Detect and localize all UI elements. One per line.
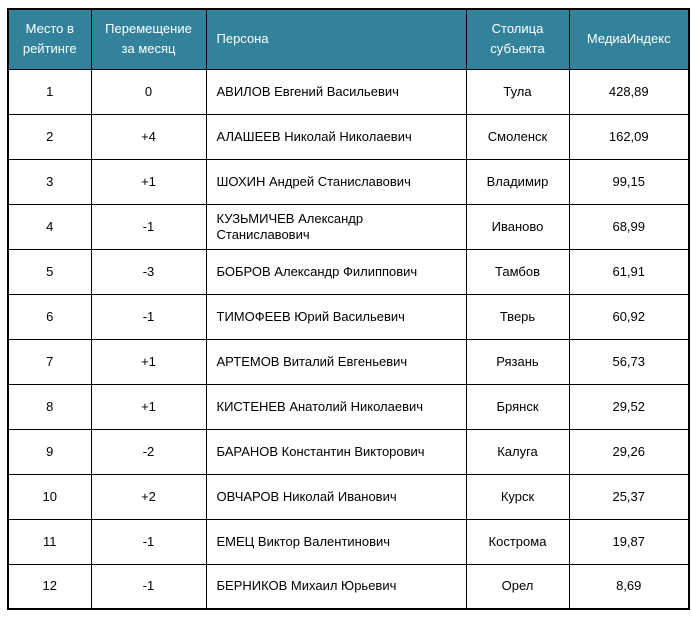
capital-cell: Смоленск: [465, 113, 570, 160]
person-cell: КИСТЕНЕВ Анатолий Николаевич: [205, 383, 467, 430]
media-index-cell: 8,69: [568, 563, 690, 610]
media-index-cell: 25,37: [568, 473, 690, 520]
rank-cell: 1: [7, 68, 92, 115]
capital-cell: Брянск: [465, 383, 570, 430]
table-body: 1 0 АВИЛОВ Евгений Васильевич Тула 428,89 2 +4…: [7, 68, 690, 610]
table-row: 12 -1 БЕРНИКОВ Михаил Юрьевич Орел 8,69: [7, 563, 690, 610]
table-row: 3 +1 ШОХИН Андрей Станиславович Владимир 99,…: [7, 158, 690, 205]
rank-cell: 6: [7, 293, 92, 340]
change-cell: +2: [90, 473, 207, 520]
change-cell: +1: [90, 158, 207, 205]
capital-cell: Тула: [465, 68, 570, 115]
change-cell: 0: [90, 68, 207, 115]
change-cell: +1: [90, 338, 207, 385]
change-cell: -1: [90, 518, 207, 565]
header-row: Место в рейтинге Перемещение за месяц Пе…: [7, 8, 690, 70]
header-capital: Столица субъекта: [465, 8, 570, 70]
header-change: Перемещение за месяц: [90, 8, 207, 70]
capital-cell: Иваново: [465, 203, 570, 250]
rank-cell: 2: [7, 113, 92, 160]
capital-cell: Тверь: [465, 293, 570, 340]
person-cell: ОВЧАРОВ Николай Иванович: [205, 473, 467, 520]
rank-cell: 12: [7, 563, 92, 610]
media-index-cell: 60,92: [568, 293, 690, 340]
person-cell: КУЗЬМИЧЕВ Александр Станиславович: [205, 203, 467, 250]
rank-cell: 4: [7, 203, 92, 250]
header-rank: Место в рейтинге: [7, 8, 92, 70]
change-cell: -1: [90, 203, 207, 250]
rank-cell: 11: [7, 518, 92, 565]
person-cell: АЛАШЕЕВ Николай Николаевич: [205, 113, 467, 160]
capital-cell: Орел: [465, 563, 570, 610]
media-index-cell: 61,91: [568, 248, 690, 295]
media-index-cell: 29,52: [568, 383, 690, 430]
table-row: 11 -1 ЕМЕЦ Виктор Валентинович Кострома 19,8…: [7, 518, 690, 565]
capital-cell: Кострома: [465, 518, 570, 565]
change-cell: -3: [90, 248, 207, 295]
person-cell: БАРАНОВ Константин Викторович: [205, 428, 467, 475]
change-cell: -1: [90, 563, 207, 610]
rank-cell: 3: [7, 158, 92, 205]
table-header: Место в рейтинге Перемещение за месяц Пе…: [7, 8, 690, 70]
person-cell: ЕМЕЦ Виктор Валентинович: [205, 518, 467, 565]
media-index-cell: 162,09: [568, 113, 690, 160]
person-cell: АРТЕМОВ Виталий Евгеньевич: [205, 338, 467, 385]
rank-cell: 7: [7, 338, 92, 385]
capital-cell: Рязань: [465, 338, 570, 385]
media-index-cell: 19,87: [568, 518, 690, 565]
person-cell: ШОХИН Андрей Станиславович: [205, 158, 467, 205]
header-media-index: МедиаИндекс: [568, 8, 690, 70]
person-cell: АВИЛОВ Евгений Васильевич: [205, 68, 467, 115]
media-index-cell: 56,73: [568, 338, 690, 385]
capital-cell: Калуга: [465, 428, 570, 475]
person-cell: ТИМОФЕЕВ Юрий Васильевич: [205, 293, 467, 340]
media-index-cell: 29,26: [568, 428, 690, 475]
change-cell: +1: [90, 383, 207, 430]
media-index-cell: 68,99: [568, 203, 690, 250]
table-row: 8 +1 КИСТЕНЕВ Анатолий Николаевич Брянск 29,…: [7, 383, 690, 430]
table-row: 5 -3 БОБРОВ Александр Филиппович Тамбов 61,9…: [7, 248, 690, 295]
rank-cell: 8: [7, 383, 92, 430]
table-row: 4 -1 КУЗЬМИЧЕВ Александр Станиславович Иван…: [7, 203, 690, 250]
capital-cell: Тамбов: [465, 248, 570, 295]
person-cell: БОБРОВ Александр Филиппович: [205, 248, 467, 295]
table-row: 6 -1 ТИМОФЕЕВ Юрий Васильевич Тверь 60,92: [7, 293, 690, 340]
rank-cell: 9: [7, 428, 92, 475]
table-row: 1 0 АВИЛОВ Евгений Васильевич Тула 428,89: [7, 68, 690, 115]
rank-cell: 10: [7, 473, 92, 520]
table-row: 10 +2 ОВЧАРОВ Николай Иванович Курск 25,37: [7, 473, 690, 520]
change-cell: +4: [90, 113, 207, 160]
header-person: Персона: [205, 8, 467, 70]
change-cell: -2: [90, 428, 207, 475]
rank-cell: 5: [7, 248, 92, 295]
media-index-cell: 99,15: [568, 158, 690, 205]
change-cell: -1: [90, 293, 207, 340]
table-row: 2 +4 АЛАШЕЕВ Николай Николаевич Смоленск 162…: [7, 113, 690, 160]
media-index-cell: 428,89: [568, 68, 690, 115]
capital-cell: Курск: [465, 473, 570, 520]
table-row: 7 +1 АРТЕМОВ Виталий Евгеньевич Рязань 56,73: [7, 338, 690, 385]
person-cell: БЕРНИКОВ Михаил Юрьевич: [205, 563, 467, 610]
media-index-rating-table: Место в рейтинге Перемещение за месяц Пе…: [7, 8, 690, 610]
table-row: 9 -2 БАРАНОВ Константин Викторович Калуга 29…: [7, 428, 690, 475]
capital-cell: Владимир: [465, 158, 570, 205]
